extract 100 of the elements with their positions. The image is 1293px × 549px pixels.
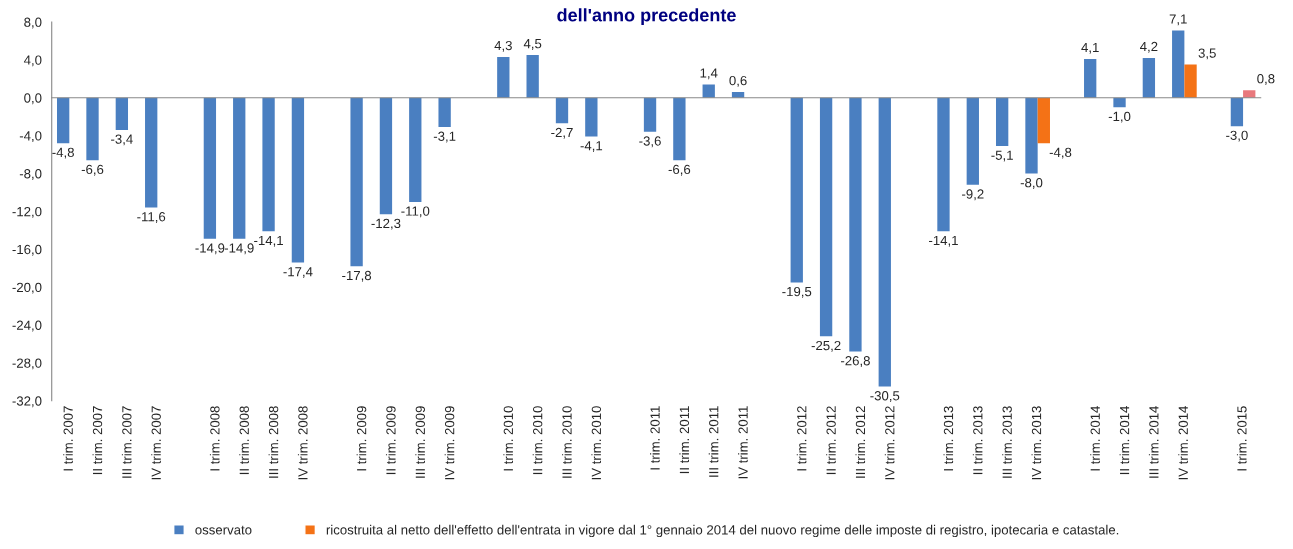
bar	[203, 97, 217, 239]
bar	[1084, 58, 1097, 98]
bar	[291, 97, 305, 263]
x-tick-label: II trim. 2012	[826, 406, 836, 475]
bar	[379, 97, 393, 215]
x-tick-label: IV trim. 2009	[444, 406, 455, 480]
x-tick-label: II trim. 2010	[532, 406, 543, 475]
y-tick-label: -8,0	[19, 169, 42, 180]
data-label: -4,1	[580, 141, 603, 152]
data-label: 4,2	[1140, 41, 1158, 53]
x-tick-label: I trim. 2010	[503, 406, 514, 471]
bar	[937, 97, 950, 232]
x-tick-label: IV trim. 2007	[151, 406, 161, 480]
data-label: -25,2	[811, 340, 841, 352]
data-label: 3,5	[1198, 48, 1216, 60]
x-tick-label: III trim. 2013	[1002, 406, 1012, 478]
y-tick-label: -32,0	[12, 396, 42, 408]
bar	[57, 97, 70, 144]
data-label: -9,2	[962, 189, 984, 201]
x-tick-label: IV trim. 2012	[884, 406, 895, 480]
y-tick-label: -16,0	[12, 244, 42, 256]
bar	[350, 97, 363, 267]
x-tick-label: II trim. 2013	[972, 406, 983, 475]
x-tick-label: I trim. 2008	[209, 406, 220, 471]
bar	[996, 97, 1009, 147]
x-tick-label: III trim. 2009	[415, 406, 425, 478]
bar	[86, 97, 99, 161]
x-tick-label: II trim. 2014	[1119, 406, 1130, 475]
bar	[702, 84, 715, 98]
data-label: -11,6	[137, 212, 166, 223]
bar	[115, 97, 129, 130]
bar	[966, 97, 979, 185]
y-tick-label: 8,0	[24, 17, 42, 29]
x-tick-label: III trim. 2014	[1148, 406, 1159, 478]
x-tick-label: IV trim. 2014	[1178, 406, 1188, 480]
x-tick-label: III trim. 2007	[121, 406, 132, 478]
data-label: -30,5	[870, 391, 900, 402]
x-tick-label: III trim. 2008	[268, 406, 279, 478]
data-label: -2,7	[551, 127, 573, 139]
data-label: -14,9	[224, 243, 254, 255]
bar	[409, 97, 422, 202]
data-label: -6,6	[81, 164, 104, 176]
x-tick-label: III trim. 2010	[562, 406, 572, 478]
data-label: -26,8	[840, 356, 870, 367]
data-label: 4,5	[523, 39, 542, 50]
y-tick-label: -4,0	[19, 131, 42, 143]
bar	[1037, 97, 1050, 144]
x-tick-label: I trim. 2007	[63, 406, 73, 471]
bar	[497, 57, 510, 98]
data-label: -17,8	[342, 270, 372, 282]
legend-label: ricostruita al netto dell'effetto dell'entrata in vigore dal 1° gennaio 2014 del nuovo regime delle imposte di registro, ipotecaria e catastale.	[326, 524, 1119, 538]
bar	[585, 97, 598, 137]
bar	[673, 97, 686, 161]
x-tick-label: IV trim. 2010	[591, 406, 602, 480]
x-tick-label: III trim. 2012	[855, 406, 866, 478]
x-tick-label: II trim. 2009	[385, 406, 396, 475]
data-label: 4,3	[494, 40, 512, 52]
bar	[878, 97, 891, 387]
bar	[233, 97, 246, 239]
data-label: 7,1	[1169, 14, 1187, 26]
bar	[819, 97, 833, 337]
x-tick-label: II trim. 2008	[239, 406, 249, 475]
data-label: -6,6	[668, 164, 691, 176]
legend-label: osservato	[195, 525, 252, 535]
data-label: -14,1	[929, 235, 958, 247]
y-tick-label: 0,0	[24, 93, 42, 105]
data-label: 1,4	[700, 68, 718, 80]
y-tick-label: -20,0	[12, 282, 42, 294]
bar	[1184, 64, 1197, 98]
x-tick-label: III trim. 2011	[708, 406, 719, 477]
data-label: -11,0	[401, 206, 430, 218]
data-label: -1,0	[1108, 111, 1131, 123]
data-label: -14,1	[254, 235, 283, 247]
data-label: 0,8	[1257, 74, 1275, 85]
y-tick-label: -12,0	[12, 206, 42, 218]
bar	[849, 97, 862, 352]
y-tick-label: 4,0	[23, 55, 42, 67]
data-label: -14,9	[195, 243, 225, 255]
bar	[555, 97, 569, 124]
x-tick-label: I trim. 2012	[796, 406, 807, 471]
data-label: -3,0	[1226, 130, 1248, 142]
bar	[526, 55, 539, 98]
bar	[145, 97, 158, 208]
data-label: -17,4	[283, 267, 313, 278]
bar	[262, 97, 275, 232]
data-label: -3,1	[433, 131, 456, 143]
bar	[1243, 90, 1256, 98]
data-label: -8,0	[1020, 178, 1043, 189]
x-tick-label: IV trim. 2011	[738, 406, 748, 479]
x-tick-label: II trim. 2007	[92, 406, 103, 475]
y-tick-label: -24,0	[12, 320, 42, 332]
bar	[1142, 57, 1156, 98]
data-label: -3,4	[111, 134, 133, 146]
bar	[438, 97, 451, 128]
data-label: -3,6	[639, 136, 661, 148]
x-tick-label: IV trim. 2013	[1031, 406, 1042, 480]
y-tick-label: -28,0	[12, 358, 42, 370]
x-tick-label: I trim. 2009	[356, 406, 367, 471]
bar	[1172, 30, 1185, 98]
x-tick-label: II trim. 2011	[679, 406, 690, 474]
